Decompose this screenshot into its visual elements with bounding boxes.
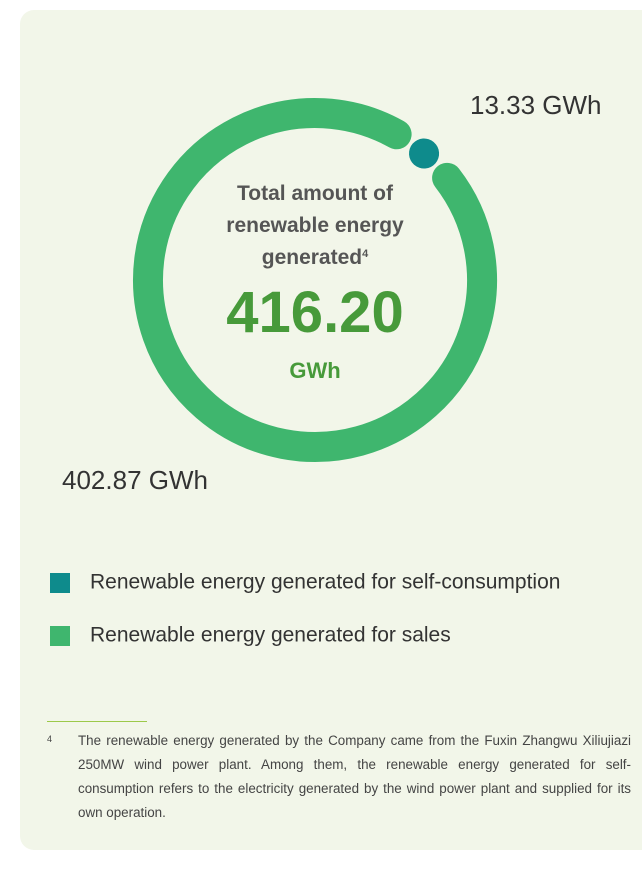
panel [20,10,642,850]
footnote-rule [47,721,147,722]
value-label: 13.33 GWh [470,90,602,120]
footnote-ref: 4 [362,248,369,260]
value-label: 402.87 GWh [62,465,208,495]
center-label: Total amount of renewable energy generat… [200,178,430,274]
legend-swatch [50,573,70,593]
center-label-text: Total amount of renewable energy generat… [226,182,404,269]
legend-label: Renewable energy generated for sales [90,624,451,647]
donut-segment [133,98,497,462]
legend-label: Renewable energy generated for self-cons… [90,571,560,594]
footnote-text: The renewable energy generated by the Co… [78,733,631,820]
center-unit: GWh [289,358,341,383]
legend-swatch [50,626,70,646]
footnote-marker: 4 [47,734,53,744]
center-value: 416.20 [226,280,404,345]
